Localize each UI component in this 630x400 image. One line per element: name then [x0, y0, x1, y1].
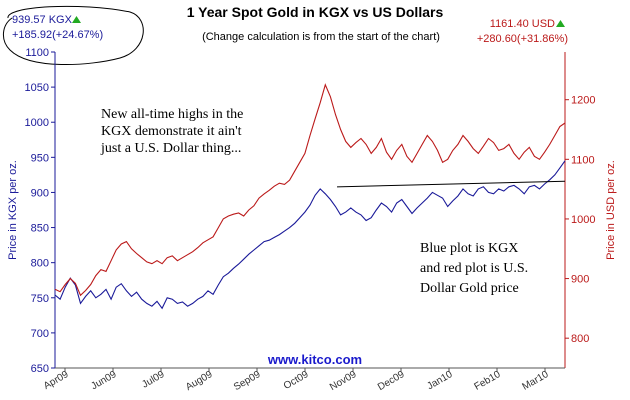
y-tick-label-right: 1100 — [571, 154, 595, 166]
chart-title: 1 Year Spot Gold in KGX vs US Dollars — [187, 4, 444, 20]
legend-usd-price: 1161.40 USD — [490, 18, 555, 30]
y-tick-label-right: 900 — [571, 274, 589, 286]
y-tick-label-left: 650 — [31, 363, 49, 375]
legend-usd-change: +280.60(+31.86%) — [477, 33, 568, 45]
y-tick-label-right: 800 — [571, 333, 589, 345]
annotation-top: New all-time highs in the KGX demonstrat… — [100, 107, 247, 156]
up-arrow-icon — [72, 16, 81, 23]
trend-line — [337, 180, 566, 188]
y-tick-label-right: 1000 — [571, 214, 595, 226]
watermark[interactable]: www.kitco.com — [267, 352, 362, 367]
annotation-bottom-line: Dollar Gold price — [420, 281, 519, 296]
y-tick-label-left: 950 — [31, 152, 49, 164]
series-lines — [54, 83, 566, 310]
legend-kgx-change: +185.92(+24.67%) — [12, 29, 103, 41]
legend-kgx-price: 939.57 KGX — [12, 14, 73, 26]
series-line-kgx — [54, 160, 566, 310]
x-tick-label: Jun09 — [89, 369, 118, 392]
y-tick-label-left: 850 — [31, 223, 49, 235]
annotation-top-line: just a U.S. Dollar thing... — [100, 141, 241, 156]
x-tick-label: Mar10 — [520, 369, 550, 393]
x-tick-label: Aug09 — [184, 369, 215, 393]
x-tick-label: Feb10 — [472, 369, 502, 393]
up-arrow-icon — [556, 20, 565, 27]
y-tick-label-left: 1100 — [25, 47, 49, 59]
x-tick-label: Jan10 — [425, 369, 454, 392]
chart-subtitle: (Change calculation is from the start of… — [202, 31, 440, 43]
axes — [54, 52, 566, 369]
y-tick-label-right: 1200 — [571, 95, 595, 107]
ticks: 650 700 750 800 850 900 950 1000 1050 1100 800 900 1… — [25, 47, 596, 393]
annotation-bottom: Blue plot is KGX and red plot is U.S. Do… — [420, 241, 532, 296]
y-tick-label-left: 900 — [31, 187, 49, 199]
y-tick-label-left: 700 — [31, 328, 49, 340]
y-axis-left-title: Price in KGX per oz. — [7, 160, 19, 260]
y-tick-label-left: 1000 — [25, 117, 49, 129]
y-tick-label-left: 750 — [31, 293, 49, 305]
y-tick-label-left: 1050 — [25, 82, 49, 94]
hand-drawn-circle — [3, 5, 144, 66]
annotation-top-line: New all-time highs in the — [101, 107, 243, 122]
series-line-usd — [54, 83, 566, 297]
x-tick-label: Nov09 — [328, 369, 359, 393]
annotation-bottom-line: and red plot is U.S. — [420, 261, 528, 276]
annotation-top-line: KGX demonstrate it ain't — [101, 124, 242, 139]
x-tick-label: Dec09 — [376, 369, 407, 393]
y-axis-right-title: Price in USD per oz. — [605, 160, 617, 260]
annotation-bottom-line: Blue plot is KGX — [420, 241, 518, 256]
x-tick-label: Jul09 — [140, 369, 167, 391]
x-tick-label: Oct09 — [282, 369, 311, 392]
y-tick-label-left: 800 — [31, 258, 49, 270]
x-tick-label: Sep09 — [232, 369, 263, 393]
